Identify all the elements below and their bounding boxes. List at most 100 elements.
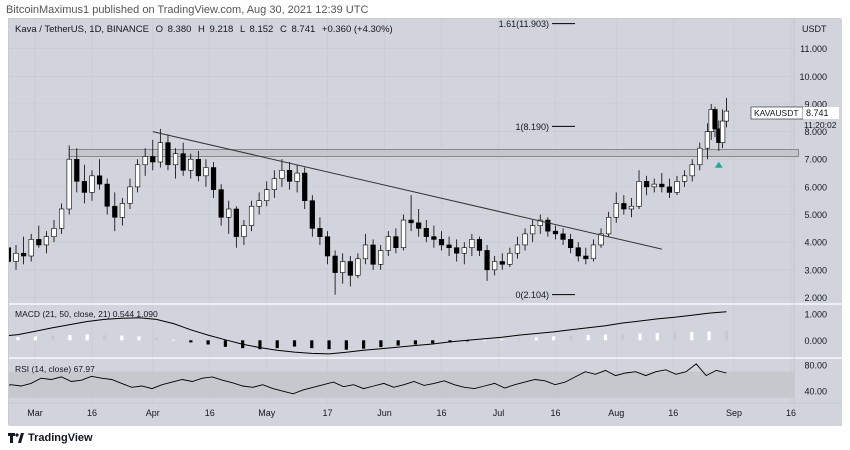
price-tick-label: 7.000 [804, 155, 827, 165]
candle-body [514, 244, 521, 254]
candle-body [461, 247, 467, 254]
candle-body [340, 261, 346, 273]
candle-body [233, 208, 239, 237]
macd-histogram-bar [724, 330, 729, 341]
fib-label: 1(8.190) [515, 122, 549, 132]
time-tick-label: Mar [27, 408, 43, 418]
macd-histogram-bar [672, 332, 677, 341]
candle-body [89, 175, 95, 193]
macd-histogram-bar [482, 340, 487, 342]
macd-histogram-bar [327, 340, 331, 350]
price-tick-label: 5.000 [804, 210, 827, 220]
macd-histogram-bar [413, 340, 418, 345]
candle-body [279, 169, 285, 179]
macd-histogram-bar [569, 335, 573, 341]
macd-histogram-bar [552, 336, 556, 341]
candle-body [385, 236, 391, 251]
macd-histogram-bar [258, 340, 262, 350]
candle-body [499, 261, 505, 265]
macd-histogram-bar [120, 335, 124, 341]
macd-tick-label: 1.000 [804, 310, 827, 320]
candle-body [408, 219, 414, 224]
macd-histogram-bar [431, 340, 435, 344]
candle-body [241, 225, 247, 237]
candle-body [590, 244, 597, 260]
brand-label: TradingView [28, 432, 93, 444]
candle-body [644, 181, 650, 188]
candle-body [659, 183, 665, 188]
macd-histogram-bar [621, 334, 625, 341]
time-tick-label: 16 [550, 408, 560, 418]
macd-histogram-bar [275, 340, 279, 349]
candle-body [628, 205, 635, 210]
grid [9, 19, 842, 404]
candle-body [104, 183, 110, 207]
candle-body [378, 250, 384, 265]
macd-histogram-bar [85, 334, 89, 341]
rsi-line [0, 363, 727, 395]
macd-histogram-bar [206, 340, 210, 345]
candle-body [51, 228, 57, 237]
macd-histogram-bar [534, 337, 538, 341]
macd-histogram-bar [223, 340, 227, 347]
chart-panel[interactable]: 1.61(11.903) 1(8.190) 0(2.104) 2.000 3.000 4… [0, 18, 842, 426]
macd-line [0, 311, 727, 355]
macd-histogram-bar [603, 334, 608, 341]
time-tick-label: Sep [726, 408, 742, 418]
candle-body [393, 236, 399, 249]
time-axis[interactable]: Mar 16 Apr 16 May 17 Jun 16 Jul 16 Aug 16 Sep 16 [27, 408, 796, 418]
macd-histogram-bar [465, 340, 469, 342]
candle-body [492, 261, 498, 271]
macd-histogram-bar [586, 335, 590, 341]
macd-histogram-bar [638, 333, 642, 341]
symbol-info: Kava / TetherUS, 1D, BINANCE O 8.380 H 9… [15, 24, 393, 35]
price-tick-label: 8.000 [804, 127, 827, 137]
candles [0, 97, 730, 295]
price-axis[interactable]: 2.000 3.000 4.000 5.000 6.000 7.000 8.000 9.000… [799, 44, 827, 303]
time-tick-label: 16 [786, 408, 796, 418]
candle-body [150, 156, 156, 163]
chart-svg[interactable]: 1.61(11.903) 1(8.190) 0(2.104) 2.000 3.000 4… [0, 19, 842, 426]
macd-histogram-bar [189, 340, 193, 343]
candle-body [112, 205, 118, 218]
candle-body [355, 258, 361, 276]
candle-body [613, 203, 619, 218]
candle-body [302, 172, 308, 202]
fib-label: 1.61(11.903) [499, 19, 549, 29]
candle-body [119, 203, 125, 218]
candle-body [127, 186, 133, 204]
price-tick-label: 4.000 [804, 238, 827, 248]
tradingview-brand[interactable]: TradingView [8, 432, 93, 444]
time-tick-label: 16 [668, 408, 678, 418]
macd-histogram-bar [102, 335, 107, 341]
bar-countdown: 11:20:02 [804, 120, 837, 130]
candle-body [723, 110, 730, 122]
breakout-arrow-icon [714, 161, 723, 168]
rsi-band [9, 371, 794, 398]
time-tick-label: Jul [493, 408, 505, 418]
candle-body [651, 183, 657, 188]
macd-histogram-bar [344, 340, 348, 350]
support-zone-rect [68, 149, 799, 157]
candle-body [74, 158, 80, 182]
time-tick-label: Aug [608, 408, 624, 418]
candle-body [142, 156, 148, 166]
macd-histogram-bar [379, 340, 383, 348]
macd-histogram-bar [517, 338, 521, 341]
last-price-value: 8.741 [806, 108, 829, 118]
trendline [152, 131, 662, 250]
candle-body [347, 261, 353, 276]
candle-body [438, 239, 445, 246]
price-unit: USDT [802, 24, 827, 34]
price-tick-label: 11.000 [800, 44, 827, 54]
macd-histogram-bar [396, 340, 400, 346]
candle-body [81, 181, 87, 193]
macd-histogram-bar [171, 339, 176, 341]
candle-body [362, 244, 369, 260]
candle-body [324, 236, 331, 257]
candle-body [157, 142, 163, 163]
price-tick-label: 3.000 [804, 265, 827, 275]
price-tick-label: 10.000 [799, 72, 827, 82]
last-price-tag: KAVAUSDT 8.741 11:20:02 [750, 106, 839, 130]
candle-body [636, 181, 642, 207]
